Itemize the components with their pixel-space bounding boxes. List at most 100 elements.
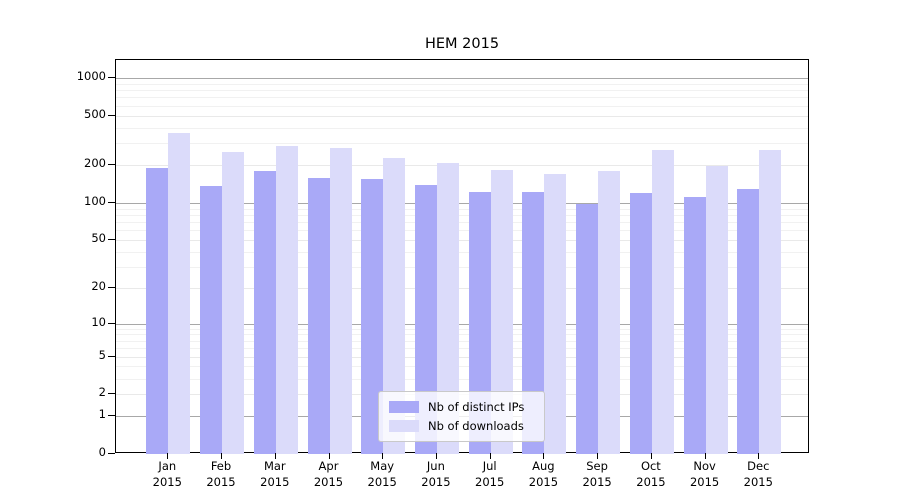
bar-downloads-feb <box>222 152 244 454</box>
x-tick-label-year: 2015 <box>313 474 344 489</box>
bar-ips-jun <box>414 185 437 454</box>
gridline-y-50 <box>116 240 808 241</box>
bar-ips-mar <box>253 170 276 454</box>
x-tick-mark-jan <box>167 453 169 459</box>
legend-swatch-icon <box>389 419 419 432</box>
gridline-y-500 <box>116 115 808 117</box>
x-tick-label-year: 2015 <box>421 474 451 489</box>
legend-label: Nb of distinct IPs <box>428 399 525 414</box>
bar-ips-dec <box>737 188 760 454</box>
legend: Nb of distinct IPs Nb of downloads <box>378 391 545 442</box>
legend-swatch-icon <box>389 400 419 413</box>
chart-title: HEM 2015 <box>424 36 500 52</box>
gridline-minor-y-4 <box>116 366 808 368</box>
x-tick-label-apr: Apr 2015 <box>301 459 357 490</box>
bar-ips-jul <box>468 191 491 454</box>
x-tick-mark-oct <box>650 453 652 459</box>
x-tick-label-jun: Jun 2015 <box>408 459 464 490</box>
y-tick-label-10: 10 <box>91 314 106 329</box>
bar-ips-feb <box>200 186 222 454</box>
x-tick-mark-may <box>382 453 384 459</box>
gridline-minor-y-40 <box>116 251 808 253</box>
legend-label: Nb of downloads <box>428 418 524 433</box>
x-tick-label-mar: Mar 2015 <box>247 459 303 490</box>
bar-downloads-dec <box>759 150 782 454</box>
x-tick-label-dec: Dec 2015 <box>730 459 786 490</box>
bar-downloads-jan <box>168 133 191 454</box>
y-tick-mark-1 <box>108 415 115 417</box>
x-tick-label-year: 2015 <box>206 474 236 489</box>
y-tick-mark-200 <box>108 164 115 166</box>
x-tick-label-year: 2015 <box>152 474 182 489</box>
bar-ips-may <box>361 178 384 454</box>
x-tick-label-jan: Jan 2015 <box>139 459 195 490</box>
y-tick-mark-100 <box>108 201 115 203</box>
gridline-y-20 <box>116 288 808 290</box>
bar-downloads-jun <box>436 163 459 454</box>
y-tick-mark-0 <box>108 453 115 454</box>
y-tick-mark-20 <box>108 287 115 289</box>
legend-row-ips: Nb of distinct IPs <box>387 397 536 416</box>
x-tick-label-year: 2015 <box>528 474 559 489</box>
bar-downloads-may <box>383 158 406 454</box>
y-tick-mark-50 <box>108 239 115 240</box>
bar-downloads-apr <box>329 147 352 454</box>
bar-ips-jan <box>146 167 169 454</box>
y-tick-mark-5 <box>108 355 115 357</box>
x-tick-label-aug: Aug 2015 <box>515 459 571 490</box>
y-tick-label-50: 50 <box>91 231 106 245</box>
bar-downloads-nov <box>705 166 728 454</box>
bar-ips-nov <box>683 196 706 454</box>
x-tick-label-year: 2015 <box>689 474 720 489</box>
x-tick-label-oct: Oct 2015 <box>623 459 679 490</box>
x-tick-mark-sep <box>597 453 599 459</box>
bar-downloads-oct <box>651 150 674 454</box>
y-tick-mark-10 <box>108 322 115 324</box>
bar-ips-sep <box>576 203 599 454</box>
bar-downloads-aug <box>544 173 567 454</box>
x-tick-label-jul: Jul 2015 <box>462 459 518 490</box>
gridline-y-1000 <box>116 78 808 79</box>
gridline-minor-y-80 <box>116 214 808 216</box>
x-tick-label-year: 2015 <box>582 474 612 489</box>
bar-ips-aug <box>522 191 545 454</box>
bar-downloads-sep <box>598 171 621 454</box>
y-tick-label-5: 5 <box>98 347 106 362</box>
x-tick-label-year: 2015 <box>367 474 397 489</box>
y-tick-label-1000: 1000 <box>76 69 106 83</box>
x-tick-label-year: 2015 <box>475 474 505 489</box>
y-tick-label-20: 20 <box>91 279 106 294</box>
y-tick-mark-2 <box>108 393 115 395</box>
gridline-y-5 <box>116 356 808 358</box>
gridline-minor-y-90 <box>116 208 808 210</box>
gridline-minor-y-800 <box>116 90 808 92</box>
x-tick-label-year: 2015 <box>636 474 666 489</box>
gridline-minor-y-70 <box>116 222 808 223</box>
x-tick-label-year: 2015 <box>260 474 290 489</box>
bar-ips-oct <box>629 193 652 454</box>
y-tick-label-2: 2 <box>98 385 106 400</box>
y-tick-mark-1000 <box>108 77 115 78</box>
gridline-minor-y-7 <box>116 340 808 342</box>
gridline-minor-y-900 <box>116 83 808 85</box>
gridline-minor-y-400 <box>116 127 808 129</box>
x-tick-mark-apr <box>328 453 330 459</box>
x-tick-label-sep: Sep 2015 <box>569 459 625 490</box>
gridline-minor-y-8 <box>116 334 808 336</box>
x-tick-mark-jun <box>435 453 437 459</box>
gridline-minor-y-6 <box>116 348 808 350</box>
x-tick-label-year: 2015 <box>743 474 773 489</box>
gridline-minor-y-3 <box>116 378 808 380</box>
bar-ips-apr <box>307 178 330 454</box>
y-tick-mark-500 <box>108 114 115 116</box>
x-tick-mark-aug <box>543 453 545 459</box>
x-tick-label-feb: Feb 2015 <box>193 459 249 490</box>
bar-downloads-jul <box>490 169 513 454</box>
y-tick-label-1: 1 <box>98 407 106 422</box>
gridline-minor-y-300 <box>116 143 808 145</box>
gridline-y-100 <box>116 202 808 204</box>
x-tick-label-may: May 2015 <box>354 459 410 490</box>
x-tick-mark-mar <box>274 453 276 459</box>
legend-row-downloads: Nb of downloads <box>387 416 536 435</box>
y-tick-label-100: 100 <box>84 193 106 208</box>
